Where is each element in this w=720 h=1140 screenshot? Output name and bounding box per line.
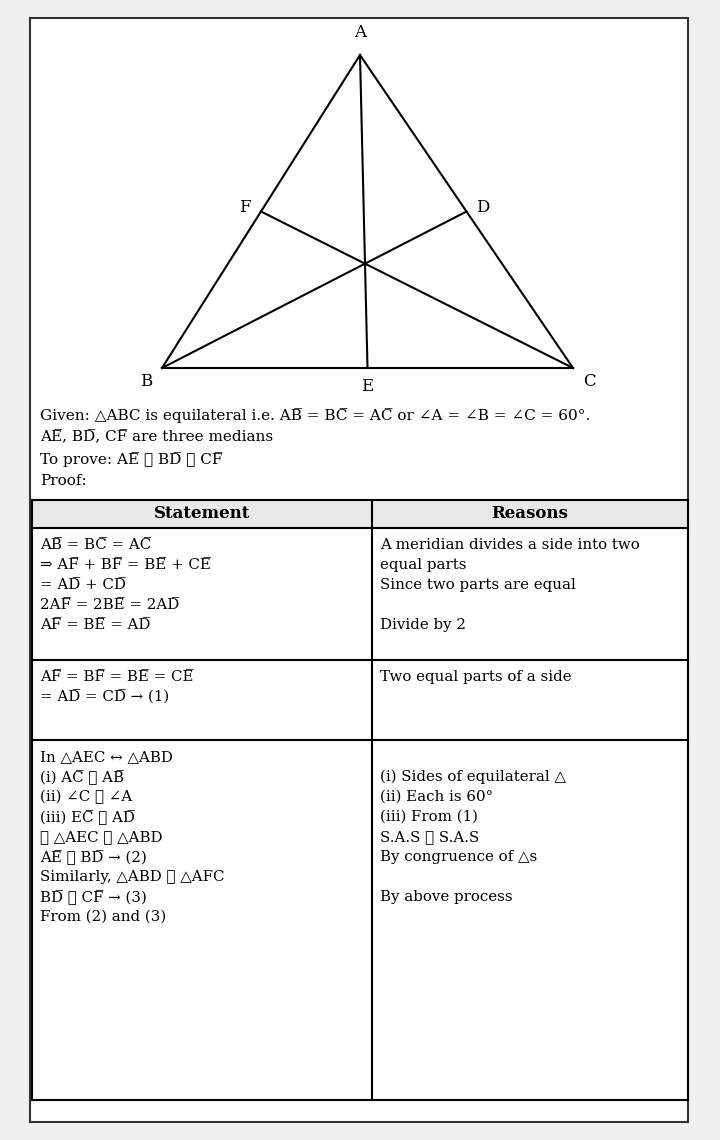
Text: E: E (361, 378, 374, 394)
Text: F: F (239, 200, 251, 215)
Text: = AD̅ + CD̅: = AD̅ + CD̅ (40, 578, 126, 592)
Text: Divide by 2: Divide by 2 (380, 618, 466, 632)
Text: Similarly, △ABD ≅ △AFC: Similarly, △ABD ≅ △AFC (40, 870, 225, 884)
Text: To prove: AE̅ ≅ BD̅ ≅ CF̅: To prove: AE̅ ≅ BD̅ ≅ CF̅ (40, 451, 222, 467)
Text: (i) AC̅ ≅ AB̅: (i) AC̅ ≅ AB̅ (40, 770, 124, 784)
Text: AF̅ = BE̅ = AD̅: AF̅ = BE̅ = AD̅ (40, 618, 150, 632)
Text: AF̅ = BF̅ = BE̅ = CE̅: AF̅ = BF̅ = BE̅ = CE̅ (40, 670, 194, 684)
Text: C: C (583, 373, 595, 390)
Text: (iii) From (1): (iii) From (1) (380, 811, 478, 824)
Text: In △AEC ↔ △ABD: In △AEC ↔ △ABD (40, 750, 173, 764)
Text: 2AF̅ = 2BE̅ = 2AD̅: 2AF̅ = 2BE̅ = 2AD̅ (40, 598, 179, 612)
Text: D: D (477, 200, 490, 215)
Text: (ii) Each is 60°: (ii) Each is 60° (380, 790, 493, 804)
Text: ∴ △AEC ≅ △ABD: ∴ △AEC ≅ △ABD (40, 830, 163, 844)
Text: Since two parts are equal: Since two parts are equal (380, 578, 576, 592)
Text: (iii) EC̅ ≅ AD̅: (iii) EC̅ ≅ AD̅ (40, 811, 135, 824)
Text: By above process: By above process (380, 890, 513, 904)
Text: = AD̅ = CD̅ → (1): = AD̅ = CD̅ → (1) (40, 690, 169, 705)
Text: AE̅, BD̅, CF̅ are three medians: AE̅, BD̅, CF̅ are three medians (40, 430, 273, 443)
Text: AB̅ = BC̅ = AC̅: AB̅ = BC̅ = AC̅ (40, 538, 151, 552)
Text: ⇒ AF̅ + BF̅ = BE̅ + CE̅: ⇒ AF̅ + BF̅ = BE̅ + CE̅ (40, 557, 211, 572)
Text: BD̅ ≅ CF̅ → (3): BD̅ ≅ CF̅ → (3) (40, 890, 147, 905)
Text: From (2) and (3): From (2) and (3) (40, 910, 166, 925)
Text: Statement: Statement (154, 505, 250, 522)
Text: Reasons: Reasons (492, 505, 568, 522)
Text: A: A (354, 24, 366, 41)
Text: (ii) ∠C ≅ ∠A: (ii) ∠C ≅ ∠A (40, 790, 132, 804)
Text: Given: △ABC is equilateral i.e. AB̅ = BC̅ = AC̅ or ∠A = ∠B = ∠C = 60°.: Given: △ABC is equilateral i.e. AB̅ = BC… (40, 408, 590, 423)
Text: Two equal parts of a side: Two equal parts of a side (380, 670, 572, 684)
Text: S.A.S ≅ S.A.S: S.A.S ≅ S.A.S (380, 830, 480, 844)
Text: By congruence of △s: By congruence of △s (380, 850, 537, 864)
Bar (32, 500, 688, 528)
Text: equal parts: equal parts (380, 557, 467, 572)
Text: AE̅ ≅ BD̅ → (2): AE̅ ≅ BD̅ → (2) (40, 850, 147, 865)
Text: Proof:: Proof: (40, 474, 86, 488)
Text: B: B (140, 373, 152, 390)
Text: A meridian divides a side into two: A meridian divides a side into two (380, 538, 640, 552)
Text: (i) Sides of equilateral △: (i) Sides of equilateral △ (380, 770, 566, 784)
